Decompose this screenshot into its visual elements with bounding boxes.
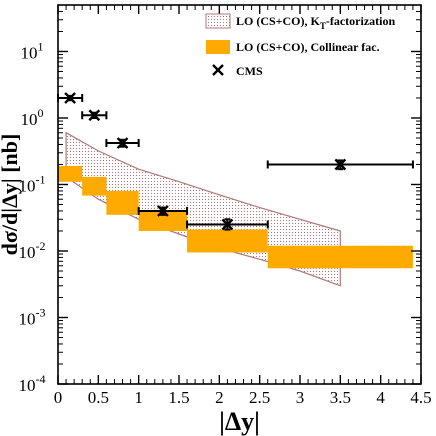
collinear-box-3 <box>138 210 188 231</box>
cms-marker-b-2 <box>116 137 129 149</box>
x-tick-label: 3.5 <box>330 388 351 407</box>
cms-point-3 <box>137 205 189 217</box>
cms-marker-b-1 <box>88 109 101 122</box>
x-axis: 0 0.5 1 1.5 2 2.5 3 3.5 4 4.5 <box>54 5 432 407</box>
legend-swatch-band <box>205 13 231 29</box>
y-tick-label: 10-2 <box>19 239 46 262</box>
x-tick-label: 3 <box>296 388 305 407</box>
legend-label-cms: CMS <box>236 64 263 78</box>
cms-point-1 <box>81 109 108 122</box>
x-tick-label: 1.5 <box>168 388 189 407</box>
cms-point-2 <box>105 137 140 149</box>
collinear-box-2 <box>106 190 139 215</box>
collinear-box-4 <box>187 229 268 253</box>
collinear-box-5 <box>267 245 413 269</box>
y-axis: 10-4 10-3 10-2 10-1 100 101 <box>19 10 421 395</box>
y-tick-label: 10-4 <box>19 372 46 395</box>
cms-marker-b-5 <box>334 158 347 171</box>
cms-marker-b-3 <box>157 205 169 217</box>
y-axis-title-end: ] <box>0 134 22 141</box>
y-axis-title: dσ/d|Δy| [nb] <box>0 134 22 256</box>
x-axis-title: |Δy| <box>219 407 260 436</box>
y-axis-title-unit: nb <box>0 141 22 165</box>
cms-point-4 <box>186 218 269 231</box>
collinear-box-1 <box>82 176 107 196</box>
legend-swatch-boxes <box>206 40 230 54</box>
legend-marker-cms <box>212 64 224 76</box>
y-tick-label: 10-1 <box>19 172 46 195</box>
y-tick-label: 100 <box>21 106 44 129</box>
x-tick-label: 4 <box>376 388 385 407</box>
x-tick-label: 0.5 <box>88 388 109 407</box>
legend-label-band: LO (CS+CO), KT-factorization <box>236 14 395 31</box>
plot-area <box>57 92 414 287</box>
y-tick-label: 101 <box>21 39 44 62</box>
legend: LO (CS+CO), KT-factorization LO (CS+CO),… <box>205 13 395 78</box>
y-axis-title-main: dσ/d|Δy| [ <box>0 165 22 255</box>
x-tick-label: 0 <box>54 388 63 407</box>
x-tick-label: 4.5 <box>410 388 431 407</box>
cms-marker-b-0 <box>64 92 76 104</box>
x-tick-label: 1 <box>134 388 143 407</box>
legend-label-boxes: LO (CS+CO), Collinear fac. <box>236 40 380 54</box>
x-tick-label: 2.5 <box>249 388 270 407</box>
collinear-box-0 <box>58 165 83 182</box>
cms-marker-b-4 <box>221 218 234 231</box>
y-tick-label: 10-3 <box>19 305 46 328</box>
cms-point-5 <box>266 158 414 171</box>
x-tick-label: 2 <box>215 388 224 407</box>
